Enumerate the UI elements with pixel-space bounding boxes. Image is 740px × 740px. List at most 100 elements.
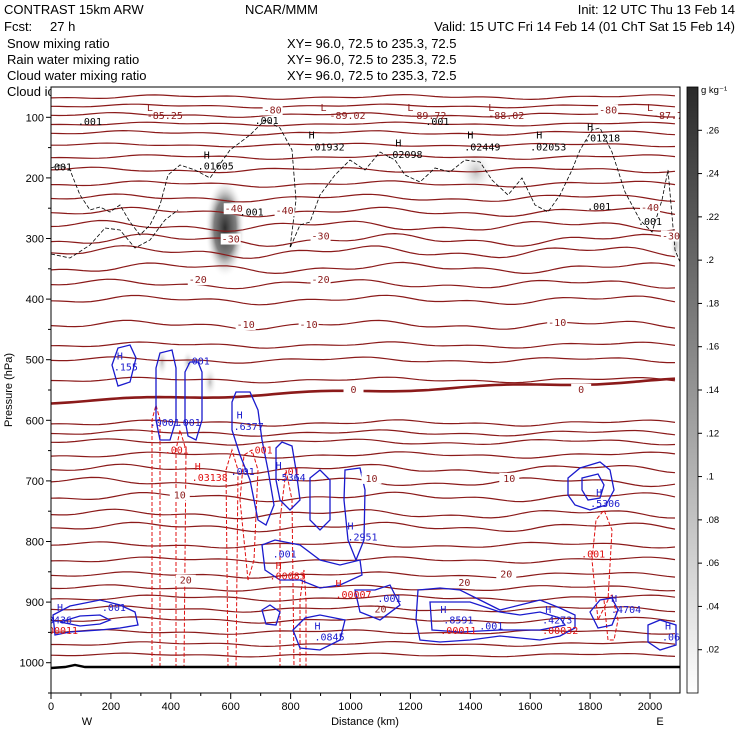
- extremum-label: .8591: [443, 615, 473, 626]
- isotherm-line: [51, 261, 676, 275]
- isotherm-label-bg: [496, 568, 517, 580]
- extremum-label: .001: [377, 594, 401, 605]
- isotherm-label: -30: [312, 232, 330, 243]
- isotherm-line: [51, 142, 676, 148]
- x-tick-label: 1200: [398, 701, 422, 713]
- colorbar-tick-label: .26: [706, 125, 719, 136]
- isotherm-label: 20: [458, 578, 470, 589]
- extremum-label: .001: [186, 357, 210, 368]
- y-tick-label: 600: [26, 415, 44, 427]
- extremum-label: L: [147, 103, 153, 114]
- extremum-label: H: [536, 131, 542, 142]
- isotherm-label: 10: [365, 474, 377, 485]
- colorbar-tick-label: .1: [706, 472, 714, 483]
- isotherm-label-bg: [310, 230, 331, 242]
- isotherm-line: [51, 356, 675, 364]
- extremum-label: .5306: [590, 499, 620, 510]
- isotherm-label: -30: [222, 235, 240, 246]
- y-tick-label: 100: [26, 112, 44, 124]
- isotherm-label-bg: [343, 383, 364, 395]
- extremum-label: H: [309, 131, 315, 142]
- isotherm-line: [51, 294, 676, 306]
- isotherm-label: -40: [641, 203, 659, 214]
- extremum-label: .001: [479, 621, 503, 632]
- extremum-label: .00083: [270, 572, 306, 583]
- cloud-water-contour: [52, 599, 139, 636]
- east-label: E: [656, 716, 663, 728]
- isotherm-label-bg: [361, 472, 382, 484]
- x-tick-label: 200: [102, 701, 120, 713]
- x-axis: 0 200 400 600 800 1000 1200 1400 1600 1800 2000: [48, 693, 662, 713]
- legend-section-coords: XY= 96.0, 72.5 to 235.3, 72.5: [287, 68, 457, 83]
- extremum-label: .001: [165, 446, 189, 457]
- x-tick-label: 800: [281, 701, 299, 713]
- x-tick-label: 2000: [638, 701, 662, 713]
- isotherm-label: 0: [578, 385, 584, 396]
- cloud-water-contour: [111, 344, 137, 387]
- x-axis-label: Distance (km): [331, 716, 399, 728]
- isotherm-line: [51, 103, 676, 109]
- extremum-label: H: [204, 151, 210, 162]
- org-label: NCAR/MMM: [245, 2, 318, 17]
- isotherm-line: [51, 206, 676, 218]
- extremum-label: H: [117, 352, 123, 363]
- forecast-hours: 27 h: [50, 19, 75, 34]
- extremum-label: H: [596, 488, 602, 499]
- isotherm-line: [51, 278, 676, 290]
- isotherm-label: 0: [351, 385, 357, 396]
- isotherm-line: [51, 166, 676, 174]
- extremum-label: .001: [581, 549, 605, 560]
- isotherm-line: [51, 584, 676, 592]
- extremum-label: H: [440, 605, 446, 616]
- extremum-label: -85.25: [147, 111, 183, 122]
- extremum-label: .001: [48, 163, 72, 174]
- model-title: CONTRAST 15km ARW: [4, 2, 144, 17]
- isotherm-label: 20: [180, 576, 192, 587]
- y-tick-label: 1000: [20, 658, 44, 670]
- extremum-label: .001: [177, 418, 201, 429]
- extremum-label: .01932: [308, 143, 344, 154]
- extremum-label: H: [276, 461, 282, 472]
- extremum-label: H: [395, 138, 401, 149]
- x-tick-label: 1400: [458, 701, 482, 713]
- colorbar-tick-label: .22: [706, 212, 719, 223]
- cloud-water-contour: [309, 469, 331, 531]
- isotherm-label: -80: [264, 105, 282, 116]
- valid-time: Valid: 15 UTC Fri 14 Feb 14 (01 ChT Sat …: [434, 19, 735, 34]
- extremum-label: H: [195, 462, 201, 473]
- extremum-label: .6377: [234, 422, 264, 433]
- y-tick-label: 200: [26, 173, 44, 185]
- isotherm-line: [51, 419, 676, 427]
- snow-light-blob: [203, 366, 217, 398]
- extremum-label: H: [315, 621, 321, 632]
- legend-name: Snow mixing ratio: [7, 36, 110, 51]
- isotherm-label-bg: [454, 577, 475, 589]
- x-tick-label: 1600: [518, 701, 542, 713]
- isotherm-line: [51, 153, 676, 160]
- extremum-label: H: [545, 605, 551, 616]
- isotherm-line: [51, 571, 676, 579]
- rain-contour: [239, 449, 259, 581]
- cloud-water-contour: [184, 361, 203, 441]
- colorbar-units: g kg⁻¹: [701, 85, 727, 96]
- extremum-label: .01218: [584, 134, 620, 145]
- legend-name: Cloud water mixing ratio: [7, 68, 146, 83]
- cloud-water-contour: [429, 601, 567, 633]
- extremum-label: L: [321, 103, 327, 114]
- y-tick-label: 400: [26, 294, 44, 306]
- isotherm-line: [51, 463, 676, 475]
- extremum-label: .001: [102, 603, 126, 614]
- isotherm-label: -10: [237, 320, 255, 331]
- isotherm-label-bg: [175, 574, 196, 586]
- cloud-water-contour: [261, 539, 363, 589]
- y-tick-label: 500: [26, 355, 44, 367]
- isotherm-label: -20: [312, 275, 330, 286]
- isotherm-line: [51, 129, 676, 137]
- extremum-label: .03138: [192, 473, 228, 484]
- x-tick-label: 1000: [338, 701, 362, 713]
- extremum-label: .00011: [42, 626, 78, 637]
- extremum-label: L: [407, 103, 413, 114]
- cloud-water-contour: [155, 349, 177, 441]
- extremum-label: H: [467, 131, 473, 142]
